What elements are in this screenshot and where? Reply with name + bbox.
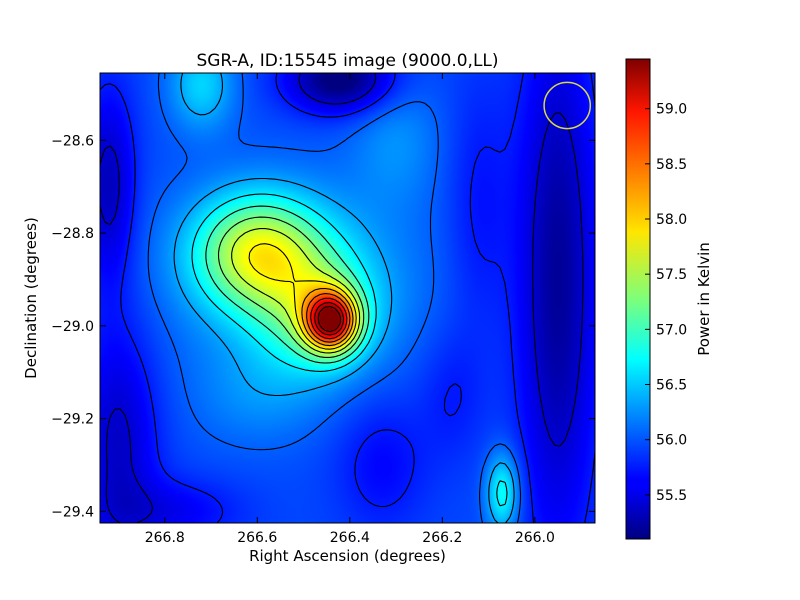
colorbar-tick-label: 58.0 — [656, 212, 687, 228]
contour-line — [314, 302, 345, 336]
contour-line — [99, 72, 596, 524]
colorbar: 55.5 56.0 56.5 57.0 57.5 58.0 58.5 59.0 Power i… — [625, 58, 713, 540]
colorbar-tick-label: 57.5 — [656, 267, 687, 283]
colorbar-ticks: 55.5 56.0 56.5 57.0 57.5 58.0 58.5 59.0 — [645, 102, 687, 504]
contour-line — [301, 287, 354, 347]
x-axis-label: Right Ascension (degrees) — [249, 547, 446, 565]
contour-line — [231, 228, 361, 354]
contour-line — [99, 72, 584, 524]
y-tick-label: −28.6 — [51, 133, 94, 149]
contour-line — [317, 305, 342, 333]
contour-line — [147, 72, 522, 524]
y-tick-label: −29.2 — [51, 412, 94, 428]
chart-title: SGR-A, ID:15545 image (9000.0,LL) — [196, 51, 498, 71]
x-tick-label: 266.2 — [422, 530, 462, 546]
y-axis-label: Declination (degrees) — [22, 217, 40, 379]
y-tick-label: −28.8 — [51, 226, 94, 242]
x-axis: 266.8 266.6 266.4 266.2 266.0 — [145, 73, 555, 546]
colorbar-label: Power in Kelvin — [695, 242, 713, 356]
contour-line — [306, 293, 351, 343]
x-tick-label: 266.6 — [237, 530, 277, 546]
beam-marker-layer — [543, 81, 592, 130]
contour-lines — [99, 72, 596, 524]
colorbar-tick-label: 56.0 — [656, 433, 687, 449]
x-tick-label: 266.0 — [515, 530, 555, 546]
y-tick-label: −29.4 — [51, 504, 94, 520]
beam-circle — [543, 81, 592, 130]
y-axis: −28.6 −28.8 −29.0 −29.2 −29.4 — [51, 133, 595, 520]
plot-area — [99, 72, 596, 524]
contour-line — [205, 205, 370, 364]
colorbar-tick-label: 58.5 — [656, 157, 687, 173]
contour-line — [173, 72, 515, 524]
x-tick-label: 266.4 — [330, 530, 370, 546]
heatmap-image — [100, 73, 595, 523]
contour-line — [248, 243, 357, 350]
contour-line — [217, 216, 365, 358]
contour-line — [191, 193, 508, 507]
x-tick-label: 266.8 — [145, 530, 185, 546]
colorbar-scale — [625, 58, 651, 540]
colorbar-tick-label: 57.0 — [656, 322, 687, 338]
axes-frame — [99, 72, 596, 524]
y-tick-label: −29.0 — [51, 319, 94, 335]
colorbar-tick-label: 55.5 — [656, 488, 687, 504]
contour-line — [310, 297, 348, 340]
colorbar-tick-label: 56.5 — [656, 378, 687, 394]
colorbar-tick-label: 59.0 — [656, 102, 687, 118]
